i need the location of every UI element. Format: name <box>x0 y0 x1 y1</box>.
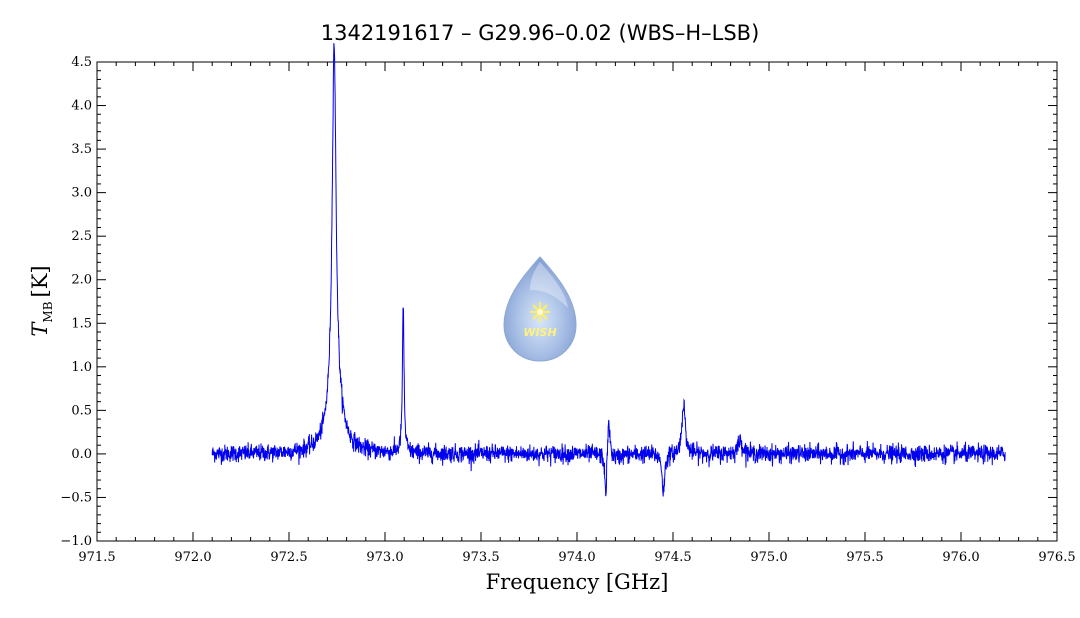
y-tick-label: −0.5 <box>60 490 92 505</box>
x-tick-label: 971.5 <box>78 550 115 565</box>
y-tick-label: 4.0 <box>71 99 92 114</box>
y-tick-label: 1.5 <box>71 316 92 331</box>
y-tick-label: 0.5 <box>71 403 92 418</box>
x-tick-label: 974.5 <box>654 550 691 565</box>
svg-text:TMB[K]: TMB [K] <box>28 265 55 336</box>
spectrum-line <box>211 43 1006 497</box>
x-tick-label: 975.0 <box>750 550 787 565</box>
x-tick-label: 972.0 <box>174 550 211 565</box>
x-tick-label: 973.0 <box>366 550 403 565</box>
x-tick-label: 972.5 <box>270 550 307 565</box>
y-tick-label: 0.0 <box>71 447 92 462</box>
y-axis-label-unit: [K] <box>28 265 52 297</box>
plot-area <box>96 61 1058 542</box>
x-axis-label: Frequency [GHz] <box>486 570 669 594</box>
x-tick-label: 976.5 <box>1038 550 1075 565</box>
y-tick-label: 3.0 <box>71 186 92 201</box>
y-tick-label: 4.5 <box>71 55 92 70</box>
chart-title: 1342191617 – G29.96–0.02 (WBS–H–LSB) <box>321 21 760 45</box>
wish-logo: WISH <box>503 256 577 362</box>
logo-text: WISH <box>523 326 556 339</box>
spectrum-series <box>211 43 1006 497</box>
y-axis-label-main: T <box>28 321 52 337</box>
y-tick-label: 2.5 <box>71 229 92 244</box>
y-tick-label: −1.0 <box>60 534 92 549</box>
y-axis-label-sub: MB <box>41 301 55 322</box>
x-tick-label: 975.5 <box>846 550 883 565</box>
y-tick-label: 1.0 <box>71 360 92 375</box>
y-axis-label: TMB [K] <box>28 265 55 336</box>
x-tick-label: 973.5 <box>462 550 499 565</box>
y-axis: −1.0 −0.5 0.0 0.5 1.0 1.5 2.0 2.5 3.0 3.5 4.0 4.5 <box>60 55 1057 549</box>
x-tick-label: 976.0 <box>942 550 979 565</box>
y-tick-label: 2.0 <box>71 273 92 288</box>
x-tick-label: 974.0 <box>558 550 595 565</box>
y-tick-label: 3.5 <box>71 142 92 157</box>
x-axis: 971.5 972.0 972.5 973.0 973.5 974.0 974.5 975.0… <box>78 62 1076 565</box>
plot-border <box>96 61 1058 542</box>
